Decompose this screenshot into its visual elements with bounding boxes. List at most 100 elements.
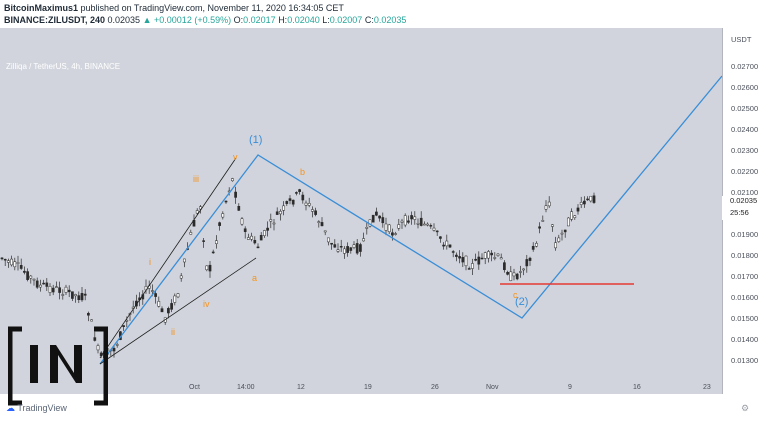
candle-body <box>243 228 247 232</box>
candle-body <box>3 258 7 261</box>
price-tick: 0.02700 <box>731 62 759 71</box>
last-price: 0.02035 <box>107 15 141 25</box>
currency-label: USDT <box>731 35 752 44</box>
candle-body <box>61 294 65 296</box>
candle-body <box>167 308 170 314</box>
candle-body <box>576 207 580 212</box>
candle-body <box>461 257 465 263</box>
channel-upper-line <box>99 157 237 359</box>
candle-body <box>317 221 321 223</box>
candle-body <box>160 308 164 313</box>
candle-body <box>279 211 282 215</box>
candle-body <box>416 223 420 225</box>
gear-icon[interactable]: ⚙ <box>722 394 768 422</box>
candle-body <box>419 217 423 226</box>
candle-body <box>199 206 202 210</box>
candle-body <box>451 251 455 253</box>
time-tick: 26 <box>431 384 439 391</box>
candle-body <box>115 344 119 346</box>
candle-body <box>375 211 378 216</box>
candle-body <box>490 252 493 256</box>
candle-body <box>551 224 554 227</box>
tradingview-logo[interactable]: ☁ TradingView <box>6 403 67 414</box>
last-price-badge: 0.02035 <box>722 196 768 208</box>
candle-body <box>256 246 260 249</box>
candle-body <box>560 232 564 235</box>
symbol-name[interactable]: BINANCE:ZILUSDT, 240 <box>4 15 106 25</box>
chart-area[interactable]: Zilliqa / TetherUS, 4h, BINANCE (1) (2) … <box>0 28 722 394</box>
candle-body <box>23 270 26 273</box>
candle-body <box>29 275 33 279</box>
candle-body <box>586 198 589 201</box>
candle-body <box>183 258 186 263</box>
candle-body <box>19 265 23 269</box>
time-axis[interactable] <box>0 394 722 422</box>
candle-body <box>298 189 301 192</box>
candle-body <box>381 217 385 224</box>
candle-body <box>26 271 29 280</box>
wave-iii-label: iii <box>193 174 199 184</box>
candle-body <box>557 237 561 242</box>
candle-body <box>423 223 426 226</box>
candle-body <box>346 246 349 253</box>
price-tick: 0.01300 <box>731 356 759 365</box>
price-tick: 0.01600 <box>731 293 759 302</box>
candle-body <box>263 230 266 236</box>
candle-body <box>592 195 596 203</box>
beincrypto-logo <box>8 326 108 406</box>
wave-i-label: i <box>149 257 151 267</box>
candle-body <box>554 242 557 249</box>
candle-body <box>176 293 180 298</box>
ohlc-line: BINANCE:ZILUSDT, 240 0.02035 ▲ +0.00012 … <box>4 15 406 25</box>
price-tick: 0.01700 <box>731 272 759 281</box>
published-text: published on TradingView.com, November 1… <box>80 3 344 13</box>
countdown-text: 25:56 <box>730 208 749 217</box>
candle-body <box>535 243 538 247</box>
time-tick: 14:00 <box>237 384 255 391</box>
candle-body <box>32 278 36 281</box>
brand-name: TradingView <box>17 403 67 413</box>
candle-body <box>499 257 503 260</box>
close-label: C: <box>364 15 374 25</box>
candle-body <box>13 261 17 268</box>
candle-body <box>487 251 490 259</box>
change-value: +0.00012 (+0.59%) <box>154 15 232 25</box>
candle-body <box>435 230 439 233</box>
candle-body <box>432 227 436 231</box>
wave-c-label: c <box>513 290 518 300</box>
candle-body <box>295 192 298 194</box>
candle-body <box>403 215 407 226</box>
candle-body <box>51 287 55 293</box>
countdown-badge: 25:56 <box>722 208 768 220</box>
candle-body <box>528 257 532 261</box>
chart-canvas[interactable] <box>0 28 722 394</box>
candle-body <box>170 303 173 310</box>
price-tick: 0.02400 <box>731 125 759 134</box>
candle-body <box>458 256 461 259</box>
candle-body <box>397 224 401 229</box>
price-tick: 0.02300 <box>731 146 759 155</box>
candle-body <box>474 258 477 261</box>
candle-body <box>0 257 4 260</box>
candle-body <box>339 245 343 248</box>
candle-body <box>237 206 241 211</box>
candle-body <box>355 243 359 254</box>
last-price-badge-text: 0.02035 <box>730 196 758 205</box>
publish-line: BitcoinMaximus1 published on TradingView… <box>4 3 344 13</box>
time-tick: 16 <box>633 384 641 391</box>
candle-body <box>426 223 429 226</box>
candle-body <box>307 203 311 206</box>
candle-body <box>58 287 61 293</box>
candle-body <box>547 201 551 207</box>
candle-body <box>429 225 433 227</box>
candle-body <box>64 286 68 293</box>
price-tick: 0.01500 <box>731 314 759 323</box>
open-label: O: <box>233 15 244 25</box>
candle-body <box>39 284 42 288</box>
channel-lower-line <box>99 257 257 365</box>
candle-body <box>407 220 410 223</box>
author-name[interactable]: BitcoinMaximus1 <box>4 3 79 13</box>
candle-body <box>74 294 77 297</box>
candle-body <box>362 238 365 242</box>
candle-body <box>579 202 583 205</box>
